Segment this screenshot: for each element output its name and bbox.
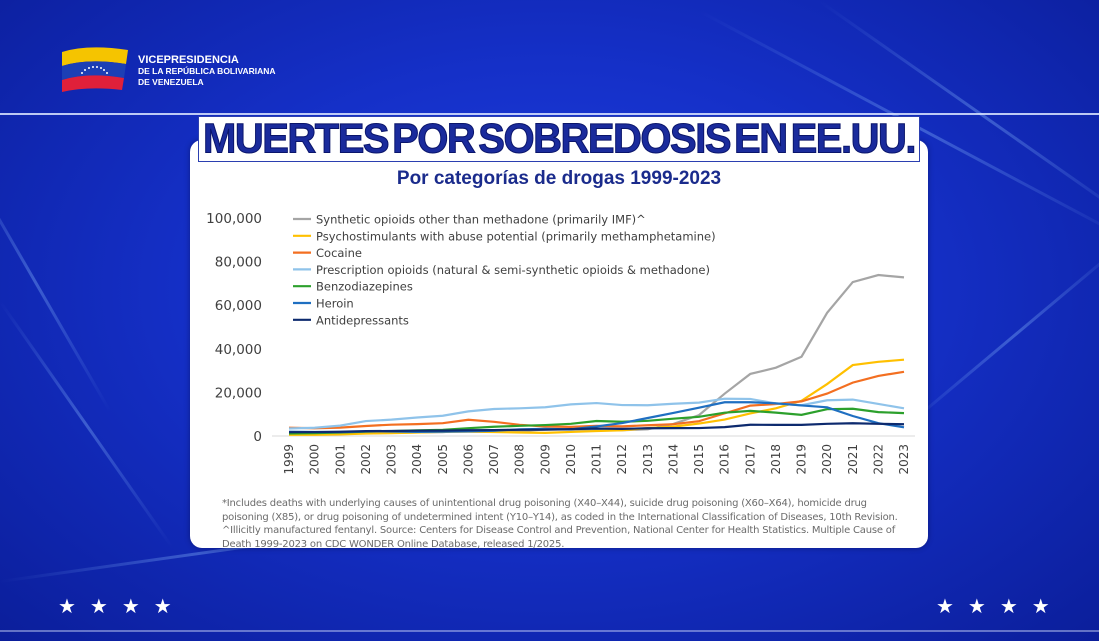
- x-tick-label: 2020: [820, 444, 834, 475]
- title-word: MUERTES: [202, 115, 390, 162]
- x-tick-label: 2008: [513, 444, 527, 475]
- title-word: EN: [734, 115, 789, 162]
- x-tick-label: 2011: [590, 444, 604, 475]
- stars-left: ★★★★: [58, 596, 186, 618]
- x-tick-label: 1999: [282, 444, 296, 475]
- x-tick-label: 2001: [333, 444, 347, 475]
- x-tick-label: 2017: [743, 444, 757, 475]
- x-tick-label: 2016: [718, 444, 732, 475]
- org-line-3: DE VENEZUELA: [138, 77, 204, 87]
- title-word: SOBREDOSIS: [478, 115, 732, 162]
- series-line: [288, 273, 905, 436]
- legend-label: Benzodiazepines: [316, 280, 413, 294]
- legend-label: Antidepressants: [316, 313, 409, 327]
- x-tick-label: 2004: [410, 444, 424, 475]
- y-tick-label: 100,000: [206, 211, 262, 227]
- x-tick-label: 2023: [897, 444, 911, 475]
- venezuela-flag-logo: [62, 47, 128, 92]
- org-line-2: DE LA REPÚBLICA BOLIVARIANA: [138, 66, 276, 76]
- x-tick-label: 2010: [564, 444, 578, 475]
- chart-subtitle: Por categorías de drogas 1999-2023: [396, 168, 722, 189]
- x-tick-label: 2022: [871, 444, 885, 475]
- x-tick-label: 2005: [436, 444, 450, 475]
- y-tick-label: 0: [253, 429, 262, 445]
- stars-right: ★★★★: [936, 596, 1064, 618]
- legend-label: Psychostimulants with abuse potential (p…: [316, 229, 716, 243]
- x-tick-label: 2015: [692, 444, 706, 475]
- x-tick-label: 2003: [385, 444, 399, 475]
- x-tick-label: 2006: [461, 444, 475, 475]
- title-word: POR: [392, 115, 477, 162]
- footnote: *Includes deaths with underlying causes …: [222, 498, 898, 550]
- x-tick-label: 2002: [359, 444, 373, 475]
- page-title: MUERTES POR SOBREDOSIS EN EE.UU.: [198, 115, 920, 162]
- chart-card: [190, 140, 928, 548]
- series-line: [288, 422, 905, 434]
- legend-label: Synthetic opioids other than methadone (…: [316, 213, 646, 227]
- x-tick-label: 2007: [487, 444, 501, 475]
- x-tick-label: 2000: [308, 444, 322, 475]
- x-tick-label: 2009: [538, 444, 552, 475]
- x-tick-label: 2014: [666, 444, 680, 475]
- y-tick-label: 40,000: [215, 342, 262, 358]
- y-tick-label: 60,000: [215, 298, 262, 314]
- organization-name: VICEPRESIDENCIA DE LA REPÚBLICA BOLIVARI…: [138, 55, 276, 88]
- org-line-1: VICEPRESIDENCIA: [138, 54, 239, 66]
- y-tick-label: 80,000: [215, 255, 262, 271]
- x-tick-label: 2012: [615, 444, 629, 475]
- title-word: EE.UU.: [790, 115, 917, 162]
- x-tick-label: 2018: [769, 444, 783, 475]
- top-divider: [0, 113, 1099, 115]
- legend-label: Cocaine: [316, 246, 362, 260]
- bottom-divider: [0, 630, 1099, 632]
- legend-label: Prescription opioids (natural & semi-syn…: [316, 263, 710, 277]
- x-tick-label: 2021: [846, 444, 860, 475]
- x-tick-label: 2013: [641, 444, 655, 475]
- x-tick-label: 2019: [795, 444, 809, 475]
- y-tick-label: 20,000: [215, 385, 262, 401]
- legend-label: Heroin: [316, 297, 354, 311]
